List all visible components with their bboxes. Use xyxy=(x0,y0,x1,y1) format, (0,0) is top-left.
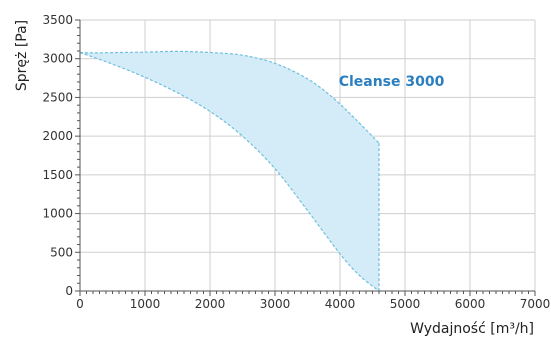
x-tick-label: 4000 xyxy=(325,297,356,311)
tick-labels: 0 1000 2000 3000 4000 5000 6000 7000 0 500 1000 150… xyxy=(42,13,550,311)
y-tick-label: 0 xyxy=(65,284,73,298)
performance-area-fill xyxy=(80,51,379,292)
lower-boundary-line xyxy=(79,51,380,292)
gridlines xyxy=(80,19,536,291)
axes xyxy=(75,19,536,296)
x-tick-label: 7000 xyxy=(520,297,551,311)
y-tick-label: 3000 xyxy=(42,52,73,66)
x-axis-title: Wydajność [m³/h] xyxy=(410,321,534,337)
upper-boundary-line xyxy=(79,50,380,144)
y-tick-label: 2500 xyxy=(42,90,73,104)
y-tick-label: 2000 xyxy=(42,129,73,143)
y-tick-label: 1000 xyxy=(42,207,73,221)
x-tick-label: 2000 xyxy=(195,297,226,311)
performance-area xyxy=(79,50,380,292)
y-tick-label: 500 xyxy=(50,245,73,259)
y-tick-label: 3500 xyxy=(42,13,73,27)
y-axis-title: Spręż [Pa] xyxy=(14,20,30,91)
x-tick-label: 0 xyxy=(76,297,84,311)
x-tick-label: 6000 xyxy=(455,297,486,311)
series-annotation-label: Cleanse 3000 xyxy=(339,74,445,90)
x-tick-label: 3000 xyxy=(260,297,291,311)
y-tick-label: 1500 xyxy=(42,168,73,182)
x-tick-label: 5000 xyxy=(390,297,421,311)
x-tick-label: 1000 xyxy=(130,297,161,311)
